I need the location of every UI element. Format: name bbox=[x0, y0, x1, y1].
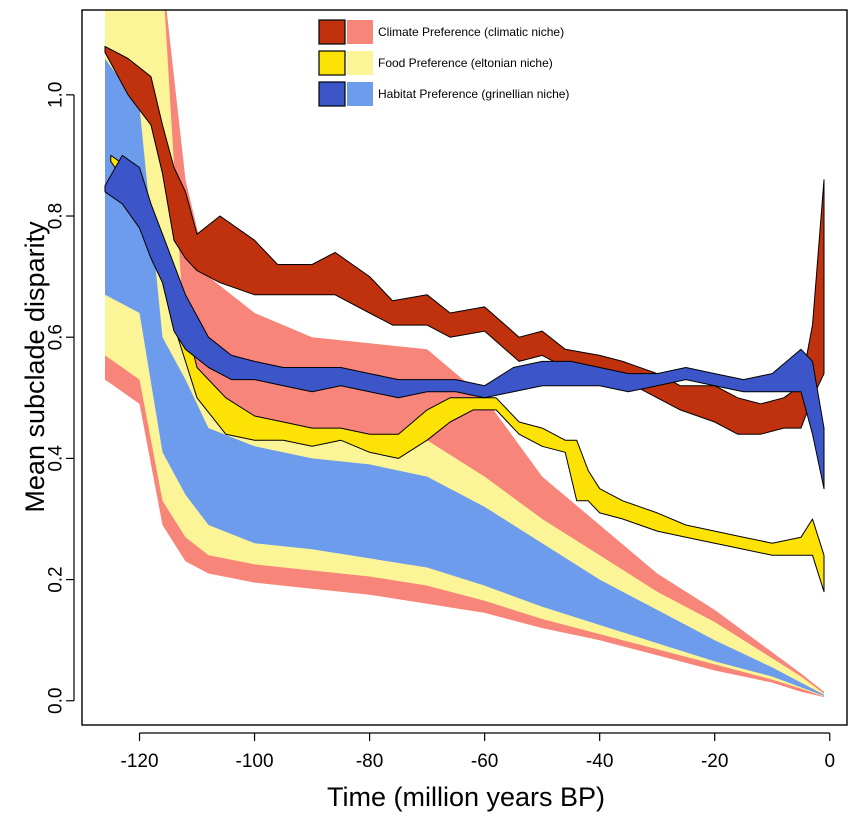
y-tick-label: 1.0 bbox=[46, 82, 67, 108]
legend-label: Food Preference (eltonian niche) bbox=[378, 56, 553, 70]
y-tick-label: 0.6 bbox=[46, 324, 67, 350]
y-tick-label: 0.0 bbox=[46, 688, 67, 714]
y-axis-title: Mean subclade disparity bbox=[20, 221, 50, 513]
y-tick-label: 0.8 bbox=[46, 203, 67, 229]
climate-legend-swatch-dark bbox=[318, 19, 346, 45]
legend: Climate Preference (climatic niche) Food … bbox=[318, 19, 569, 107]
habitat-legend-swatch-dark bbox=[318, 81, 346, 107]
legend-label: Habitat Preference (grinellian niche) bbox=[378, 87, 569, 101]
x-tick-label: -20 bbox=[701, 751, 728, 772]
observed-disparity-bands bbox=[104, 45, 825, 593]
plot-frame bbox=[81, 9, 848, 726]
habitat-observed-band bbox=[104, 154, 825, 490]
x-tick-label: -80 bbox=[356, 751, 383, 772]
y-tick-label: 0.2 bbox=[46, 566, 67, 592]
climate-observed-band bbox=[104, 45, 825, 435]
x-tick-label: -100 bbox=[236, 751, 274, 772]
legend-label: Climate Preference (climatic niche) bbox=[378, 25, 564, 39]
x-tick-label: 0 bbox=[824, 751, 835, 772]
envelope-bands bbox=[105, 10, 824, 698]
climate-legend-swatch-light bbox=[347, 20, 373, 44]
habitat-envelope-band bbox=[105, 58, 824, 696]
food-legend-swatch-dark bbox=[318, 50, 346, 76]
x-tick-label: -60 bbox=[471, 751, 498, 772]
x-axis: -120 -100 -80 -60 -40 -20 0 bbox=[121, 732, 835, 772]
habitat-legend-swatch-light bbox=[347, 82, 373, 106]
y-tick-label: 0.4 bbox=[46, 445, 67, 472]
x-axis-title: Time (million years BP) bbox=[327, 782, 605, 812]
food-legend-swatch-light bbox=[347, 51, 373, 75]
x-tick-label: -40 bbox=[586, 751, 613, 772]
food-observed-band bbox=[110, 154, 825, 593]
x-tick-label: -120 bbox=[121, 751, 159, 772]
y-axis: 0.0 0.2 0.4 0.6 0.8 1.0 bbox=[46, 82, 75, 714]
